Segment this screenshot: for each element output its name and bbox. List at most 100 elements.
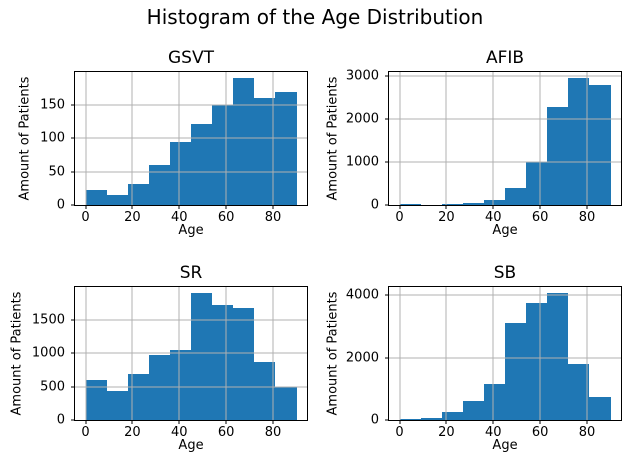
x-tick-mark: [272, 420, 274, 424]
histogram-bar: [254, 362, 276, 420]
x-tick-mark: [225, 205, 227, 209]
x-tick-mark: [272, 205, 274, 209]
x-tick-mark: [539, 205, 541, 209]
x-tick-mark: [399, 420, 401, 424]
histogram-bar: [85, 190, 107, 205]
x-tick-mark: [131, 420, 133, 424]
plot-area-afib: [389, 72, 621, 205]
y-tick-mark: [71, 204, 75, 206]
y-tick-mark: [71, 104, 75, 106]
x-tick-mark: [131, 205, 133, 209]
x-tick-mark: [399, 205, 401, 209]
x-axis-label-sr: Age: [178, 438, 204, 453]
y-tick-label: 1000: [31, 345, 65, 361]
y-tick-mark: [385, 419, 389, 421]
plot-area-sb: [389, 287, 621, 420]
histogram-bar: [568, 78, 590, 205]
y-axis-label-text: Amount of Patients: [325, 291, 341, 416]
x-tick-mark: [178, 420, 180, 424]
gridline-vertical: [492, 287, 494, 420]
y-axis-label-gsvt: Amount of Patients: [16, 72, 34, 205]
gridline-horizontal: [389, 118, 621, 120]
plot-area-sr: [75, 287, 307, 420]
x-tick-mark: [85, 205, 87, 209]
x-tick-label: 80: [264, 425, 282, 440]
subplot-sr: SR Amount of Patients Age 0 20 40 60 80 0 500 1…: [10, 263, 308, 453]
y-tick-label: 500: [40, 379, 65, 395]
gridline-horizontal: [75, 171, 307, 173]
gridline-horizontal: [389, 294, 621, 296]
x-tick-mark: [492, 420, 494, 424]
y-tick-label: 1000: [345, 154, 379, 170]
x-axis-label-sb: Age: [492, 438, 518, 453]
subplot-gsvt: GSVT Amount of Patients Age 0 20 40 60 80 0 50…: [18, 48, 308, 238]
gridline-horizontal: [75, 319, 307, 321]
x-tick-label: 20: [124, 425, 141, 440]
x-tick-label: 60: [217, 425, 235, 440]
histogram-bar: [526, 161, 548, 205]
x-tick-label: 80: [578, 210, 596, 225]
histogram-bar: [106, 390, 128, 420]
gridline-vertical: [586, 72, 588, 205]
histogram-bar: [275, 91, 297, 205]
histogram-bar: [399, 419, 421, 420]
x-tick-mark: [492, 205, 494, 209]
histogram-bar: [106, 195, 128, 205]
y-axis-label-afib: Amount of Patients: [324, 72, 342, 205]
histogram-bar: [212, 105, 234, 205]
subplot-title-afib: AFIB: [485, 48, 525, 68]
histogram-bar: [483, 384, 506, 420]
subplot-title-sr: SR: [179, 263, 203, 283]
histogram-bar: [233, 78, 255, 205]
gridline-horizontal: [389, 75, 621, 77]
gridline-horizontal: [75, 386, 307, 388]
y-tick-label: 50: [48, 164, 65, 180]
histogram-bar: [483, 200, 506, 205]
histogram-bar: [212, 305, 234, 420]
y-axis-label-text: Amount of Patients: [325, 76, 341, 201]
histogram-bar: [568, 363, 590, 420]
histogram-bar: [233, 308, 255, 420]
histogram-bar: [589, 84, 611, 205]
gridline-horizontal: [75, 137, 307, 139]
y-axis-label-text: Amount of Patients: [9, 291, 25, 416]
x-tick-label: 40: [171, 425, 188, 440]
histogram-bar: [420, 417, 442, 420]
y-tick-label: 0: [56, 412, 65, 428]
histogram-bar: [462, 202, 485, 205]
x-tick-mark: [225, 420, 227, 424]
x-tick-label: 80: [264, 210, 282, 225]
x-axis-label-gsvt: Age: [178, 223, 204, 238]
gridline-vertical: [445, 72, 447, 205]
gridline-horizontal: [389, 161, 621, 163]
x-tick-mark: [445, 205, 447, 209]
y-tick-mark: [385, 357, 389, 359]
x-tick-mark: [85, 420, 87, 424]
x-tick-label: 60: [531, 425, 549, 440]
histogram-bar: [148, 165, 171, 205]
gridline-horizontal: [75, 352, 307, 354]
histogram-bar: [505, 323, 527, 420]
y-tick-label: 100: [40, 130, 65, 146]
y-tick-mark: [385, 294, 389, 296]
x-tick-label: 20: [438, 425, 455, 440]
histogram-bar: [127, 183, 149, 205]
gridline-vertical: [539, 287, 541, 420]
y-tick-mark: [71, 419, 75, 421]
x-tick-mark: [445, 420, 447, 424]
gridline-horizontal: [75, 104, 307, 106]
gridline-vertical: [445, 287, 447, 420]
y-axis-label-sb: Amount of Patients: [324, 287, 342, 420]
y-tick-label: 2000: [345, 350, 379, 366]
y-tick-mark: [385, 75, 389, 77]
histogram-bar: [254, 98, 276, 205]
gridline-vertical: [539, 72, 541, 205]
histogram-bar: [148, 355, 171, 420]
histogram-bar: [441, 411, 463, 420]
x-tick-label: 40: [485, 210, 502, 225]
y-tick-label: 2000: [345, 111, 379, 127]
y-tick-mark: [385, 118, 389, 120]
x-tick-label: 0: [81, 210, 90, 225]
subplot-sb: SB Amount of Patients Age 0 20 40 60 80 0 2000…: [326, 263, 622, 453]
